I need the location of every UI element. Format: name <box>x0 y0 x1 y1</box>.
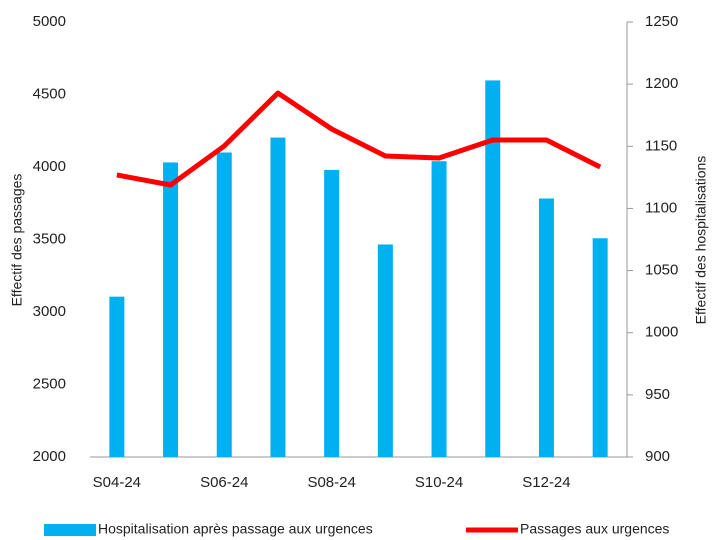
legend-label: Hospitalisation après passage aux urgenc… <box>98 521 373 537</box>
bar <box>270 137 286 458</box>
y-tick-label: 2000 <box>33 448 66 465</box>
bar <box>163 162 179 457</box>
bar <box>216 152 232 457</box>
bar <box>485 80 501 458</box>
bar <box>109 296 125 457</box>
x-tick-label: S12-24 <box>522 474 570 491</box>
bar <box>431 161 447 457</box>
y2-tick-label: 1250 <box>645 13 678 30</box>
line <box>116 90 602 188</box>
y-tick-label: 2500 <box>33 375 66 392</box>
y-tick-label: 4000 <box>33 158 66 175</box>
y2-tick-label: 1200 <box>645 75 678 92</box>
y-tick-label: 5000 <box>33 13 66 30</box>
y-tick-label: 4500 <box>33 85 66 102</box>
x-tick-label: S08-24 <box>307 474 355 491</box>
y-tick-label: 3000 <box>33 303 66 320</box>
y2-tick-label: 1050 <box>645 262 678 279</box>
bar <box>592 238 608 457</box>
y2-tick-label: 1150 <box>645 137 677 154</box>
legend-swatch <box>44 524 96 536</box>
x-tick-label: S06-24 <box>200 474 248 491</box>
legend-label: Passages aux urgences <box>520 521 669 537</box>
y2-axis-label: Effectif des hospitalisations <box>693 156 709 325</box>
bar <box>377 244 393 457</box>
y-axis-label: Effectif des passages <box>9 174 25 307</box>
y-tick-label: 3500 <box>33 230 66 247</box>
x-tick-label: S10-24 <box>415 474 463 491</box>
y2-tick-label: 1000 <box>645 324 678 341</box>
y2-tick-label: 1100 <box>645 199 677 216</box>
y2-tick-label: 950 <box>645 386 670 403</box>
bar <box>538 198 554 457</box>
bar <box>324 169 340 457</box>
x-tick-label: S04-24 <box>93 474 141 491</box>
y2-tick-label: 900 <box>645 448 670 465</box>
